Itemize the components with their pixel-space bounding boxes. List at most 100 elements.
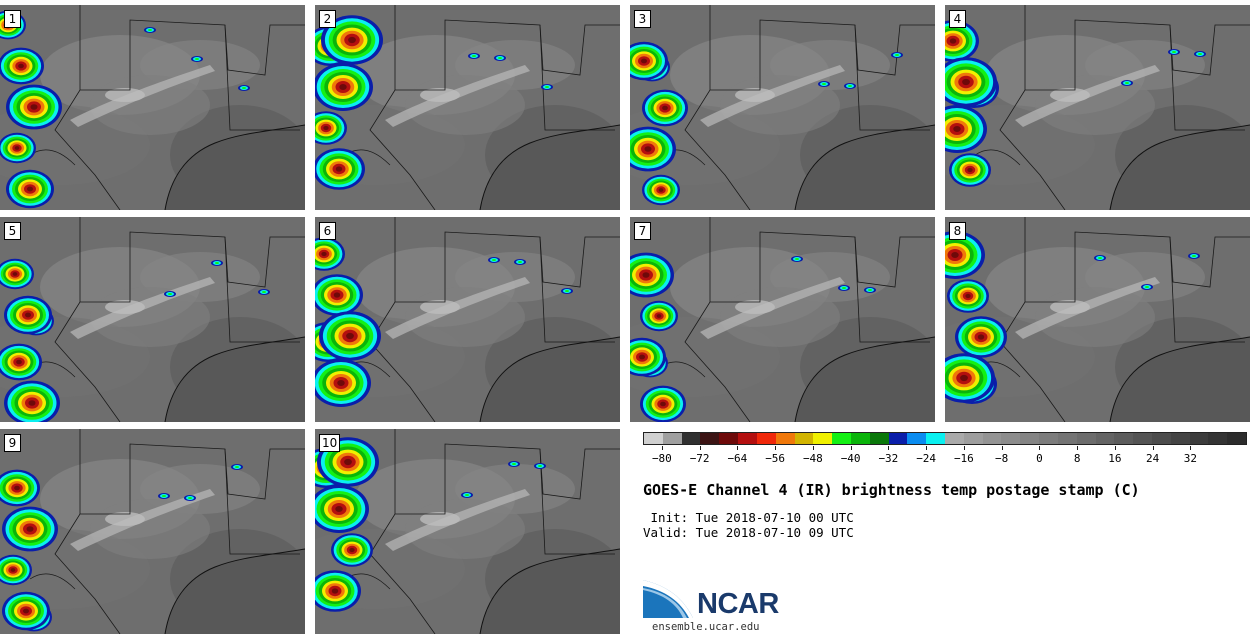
colorbar-tick-label: −24 <box>916 452 937 465</box>
panel-number-label: 10 <box>319 434 341 452</box>
colorbar-tick <box>1077 446 1079 450</box>
colorbar-tick <box>926 446 928 450</box>
colorbar-segment <box>813 433 833 444</box>
colorbar-tick-label: 8 <box>1073 452 1081 465</box>
colorbar-tick-label: −16 <box>953 452 974 465</box>
valid-time: Valid: Tue 2018-07-10 09 UTC <box>643 525 854 540</box>
colorbar-segment <box>1170 433 1190 444</box>
satellite-ir-map <box>630 5 935 210</box>
colorbar-tick-label: 24 <box>1146 452 1160 465</box>
ncar-logo-text: NCAR <box>697 588 779 620</box>
panel-number-label: 4 <box>949 10 966 28</box>
init-time: Init: Tue 2018-07-10 00 UTC <box>643 510 854 525</box>
colorbar-tick <box>888 446 890 450</box>
colorbar-tick <box>1114 446 1116 450</box>
colorbar-segment <box>1001 433 1021 444</box>
logo-url: ensemble.ucar.edu <box>652 621 760 633</box>
colorbar-segment <box>738 433 757 444</box>
map-panel: 3 <box>630 5 935 210</box>
satellite-ir-map <box>315 429 620 634</box>
colorbar-tick-label: −32 <box>878 452 899 465</box>
panel-number-label: 7 <box>634 222 651 240</box>
colorbar-segment <box>662 433 682 444</box>
colorbar-tick <box>963 446 965 450</box>
satellite-ir-map <box>630 217 935 422</box>
colorbar <box>643 432 1247 445</box>
colorbar-tick-label: −56 <box>765 452 786 465</box>
panel-number-label: 3 <box>634 10 651 28</box>
panel-number-label: 2 <box>319 10 336 28</box>
colorbar-segment <box>644 433 663 444</box>
colorbar-segment <box>700 433 720 444</box>
colorbar-segment <box>963 433 983 444</box>
colorbar-tick-label: 0 <box>1036 452 1043 465</box>
satellite-ir-map <box>315 5 620 210</box>
map-panel: 9 <box>0 429 305 634</box>
colorbar-tick-label: −64 <box>727 452 748 465</box>
colorbar-tick <box>1039 446 1041 450</box>
colorbar-tick <box>661 446 663 450</box>
colorbar-tick <box>812 446 814 450</box>
colorbar-segment <box>945 433 964 444</box>
colorbar-segment <box>926 433 945 444</box>
colorbar-segment <box>1057 433 1077 444</box>
satellite-ir-map <box>315 217 620 422</box>
colorbar-tick-label: −80 <box>651 452 672 465</box>
map-panel: 6 <box>315 217 620 422</box>
colorbar-segment <box>681 433 701 444</box>
colorbar-tick-label: −40 <box>840 452 861 465</box>
colorbar-segment <box>1020 433 1040 444</box>
colorbar-segment <box>756 433 776 444</box>
map-panel: 10 <box>315 429 620 634</box>
colorbar-tick <box>1152 446 1154 450</box>
colorbar-segment <box>1227 433 1246 444</box>
satellite-ir-map <box>0 217 305 422</box>
colorbar-segment <box>850 433 870 444</box>
panel-number-label: 5 <box>4 222 21 240</box>
colorbar-segment <box>869 433 889 444</box>
satellite-ir-map <box>0 429 305 634</box>
panel-number-label: 1 <box>4 10 21 28</box>
colorbar-tick-label: 32 <box>1183 452 1197 465</box>
colorbar-segment <box>907 433 927 444</box>
colorbar-segment <box>775 433 795 444</box>
panel-number-label: 6 <box>319 222 336 240</box>
figure-title: GOES-E Channel 4 (IR) brightness temp po… <box>643 481 1140 499</box>
colorbar-tick <box>1001 446 1003 450</box>
colorbar-tick-label: −48 <box>802 452 823 465</box>
colorbar-tick <box>1190 446 1192 450</box>
map-panel: 2 <box>315 5 620 210</box>
map-panel: 8 <box>945 217 1250 422</box>
colorbar-tick <box>775 446 777 450</box>
colorbar-segment <box>1114 433 1134 444</box>
map-panel: 7 <box>630 217 935 422</box>
colorbar-tick-label: −8 <box>995 452 1009 465</box>
colorbar-tick-label: −72 <box>689 452 710 465</box>
satellite-ir-map <box>0 5 305 210</box>
colorbar-tick-label: 16 <box>1108 452 1122 465</box>
colorbar-segment <box>1076 433 1096 444</box>
satellite-ir-map <box>945 217 1250 422</box>
map-panel: 1 <box>0 5 305 210</box>
colorbar-segment <box>1208 433 1228 444</box>
colorbar-segment <box>1133 433 1152 444</box>
colorbar-segment <box>794 433 814 444</box>
colorbar-tick <box>850 446 852 450</box>
colorbar-segment <box>1095 433 1115 444</box>
colorbar-segment <box>832 433 851 444</box>
map-panel: 5 <box>0 217 305 422</box>
colorbar-segment <box>1189 433 1209 444</box>
panel-number-label: 8 <box>949 222 966 240</box>
satellite-ir-map <box>945 5 1250 210</box>
colorbar-ticks: −80 −72 −64 −56 −48 −40 −32 −24 −16 −8 0 8 16 24 32 <box>643 446 1247 466</box>
map-panel: 4 <box>945 5 1250 210</box>
colorbar-tick <box>737 446 739 450</box>
panel-number-label: 9 <box>4 434 21 452</box>
colorbar-segment <box>982 433 1002 444</box>
ncar-logo-icon <box>643 580 693 618</box>
colorbar-tick <box>699 446 701 450</box>
colorbar-segment <box>1151 433 1171 444</box>
colorbar-segment <box>1039 433 1058 444</box>
colorbar-segment <box>888 433 908 444</box>
colorbar-segment <box>719 433 739 444</box>
